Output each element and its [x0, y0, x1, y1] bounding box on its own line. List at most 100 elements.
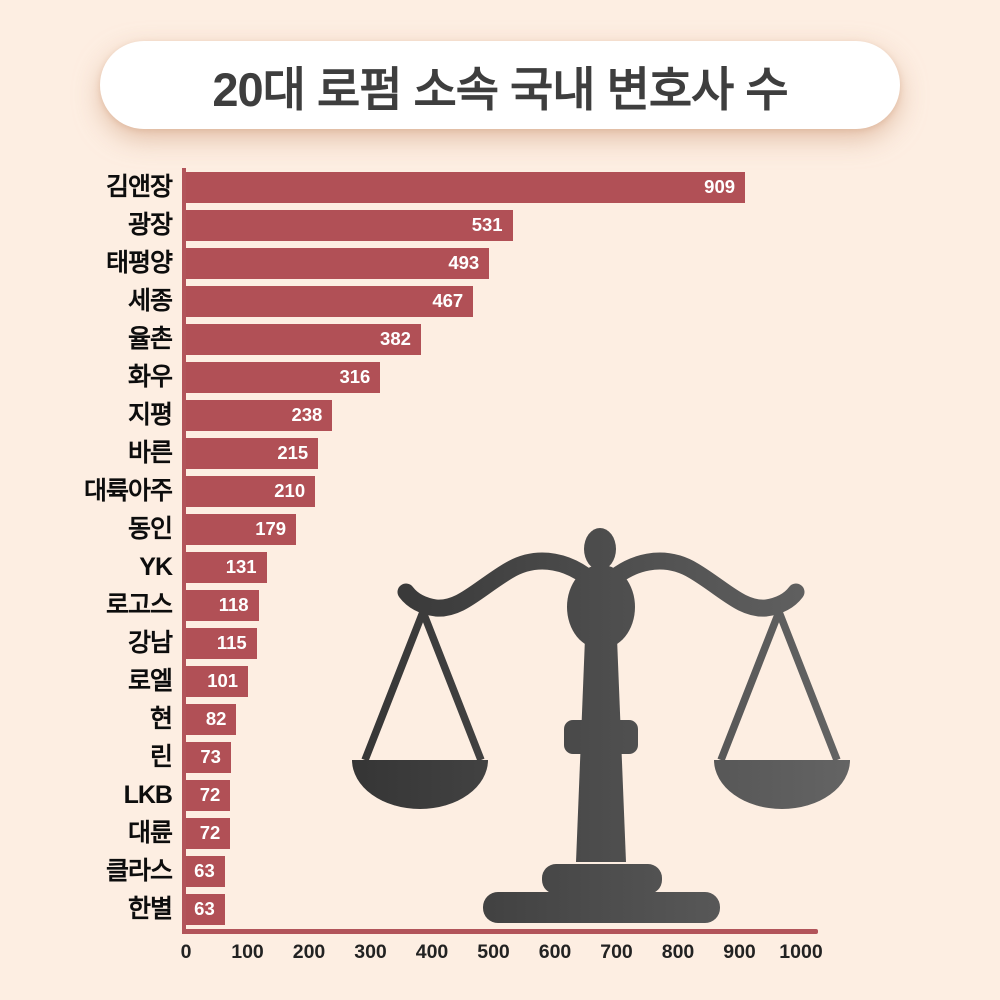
category-label: 대륙아주 — [83, 477, 173, 505]
scale-beam-right — [592, 552, 805, 617]
x-axis-tick-label: 1000 — [779, 941, 823, 963]
bar-row: 동인 179 — [0, 510, 1000, 548]
category-label: 한별 — [127, 895, 173, 923]
bar: 382 — [186, 323, 421, 355]
category-label: 율촌 — [127, 325, 173, 353]
bar-value-label: 909 — [704, 176, 736, 197]
bar-value-label: 63 — [194, 898, 215, 919]
bar: 531 — [186, 209, 513, 241]
bar-row: 바른 215 — [0, 434, 1000, 472]
bar-row: 강남 115 — [0, 624, 1000, 662]
x-axis-tick-label: 400 — [415, 941, 449, 963]
y-axis-line — [182, 168, 186, 934]
scale-finial — [584, 528, 616, 570]
x-axis-tick-label: 300 — [354, 941, 387, 963]
scale-beam-left — [397, 552, 610, 617]
title-pill: 20대 로펌 소속 국내 변호사 수 — [100, 41, 900, 129]
bar-value-label: 215 — [277, 442, 309, 463]
scale-hub — [567, 565, 635, 649]
bar-rows: 김앤장 909 광장 531 태평양 493 세종 467 율촌 382 화우 316 지평 238 바른 2… — [0, 168, 1000, 928]
bar: 72 — [186, 779, 231, 811]
bar-row: 린 73 — [0, 738, 1000, 776]
bar-row: YK 131 — [0, 548, 1000, 586]
category-label: 바른 — [127, 439, 173, 467]
bar-row: 로고스 118 — [0, 586, 1000, 624]
bar-value-label: 467 — [432, 290, 464, 311]
scales-group — [352, 528, 850, 923]
x-axis-tick-label: 900 — [723, 941, 756, 963]
x-axis-tick-label: 500 — [477, 941, 510, 963]
category-label: 강남 — [127, 629, 173, 657]
bar: 82 — [186, 703, 237, 735]
bar-value-label: 63 — [194, 860, 215, 881]
scales-of-justice-illustration — [352, 528, 850, 923]
scale-left-pan — [352, 760, 488, 809]
bar: 131 — [186, 551, 267, 583]
bar: 215 — [186, 437, 319, 469]
bar: 101 — [186, 665, 249, 697]
bar: 63 — [186, 893, 225, 925]
bar-value-label: 101 — [207, 670, 239, 691]
bar-value-label: 118 — [218, 594, 249, 615]
x-axis-tick-label: 600 — [538, 941, 572, 963]
bar-value-label: 73 — [200, 746, 221, 767]
scale-base-lower — [483, 892, 720, 923]
category-label: LKB — [123, 781, 173, 809]
bar-row: 클라스 63 — [0, 852, 1000, 890]
category-label: 로고스 — [105, 591, 173, 619]
bar-row: 대륜 72 — [0, 814, 1000, 852]
category-label: 광장 — [127, 211, 173, 239]
bar-value-label: 72 — [199, 822, 221, 843]
bar-value-label: 316 — [339, 366, 371, 387]
bar-row: 현 82 — [0, 700, 1000, 738]
scale-crossbar — [564, 720, 638, 754]
bar: 316 — [186, 361, 381, 393]
category-label: 김앤장 — [105, 173, 173, 201]
category-label: 세종 — [127, 287, 173, 315]
category-label: 지평 — [127, 401, 173, 429]
bar: 73 — [186, 741, 231, 773]
category-label: YK — [139, 553, 173, 581]
bar: 179 — [186, 513, 297, 545]
bar: 63 — [186, 855, 225, 887]
bar-value-label: 210 — [274, 480, 306, 501]
bar-row: 화우 316 — [0, 358, 1000, 396]
x-axis-tick-label: 800 — [661, 941, 695, 963]
bar-value-label: 82 — [205, 708, 227, 729]
bar-row: 지평 238 — [0, 396, 1000, 434]
bar: 210 — [186, 475, 316, 507]
x-axis-tick-label: 100 — [231, 941, 264, 963]
x-axis-tick-label: 700 — [600, 941, 633, 963]
bar: 493 — [186, 247, 490, 279]
bar-row: 태평양 493 — [0, 244, 1000, 282]
x-axis-tick-label: 0 — [180, 941, 192, 963]
category-label: 현 — [149, 705, 173, 733]
category-label: 대륜 — [127, 819, 173, 847]
bar-value-label: 115 — [216, 632, 247, 653]
page-title: 20대 로펌 소속 국내 변호사 수 — [212, 62, 788, 116]
scale-right-pan — [714, 760, 850, 809]
bar-value-label: 382 — [380, 328, 411, 349]
bar-row: 로엘 101 — [0, 662, 1000, 700]
bar-row: 김앤장 909 — [0, 168, 1000, 206]
bar: 72 — [186, 817, 231, 849]
category-label: 로엘 — [127, 667, 173, 695]
bar: 909 — [186, 171, 746, 203]
category-label: 화우 — [127, 363, 173, 391]
bar-row: 광장 531 — [0, 206, 1000, 244]
x-axis-line — [182, 929, 818, 934]
scale-base-upper — [542, 864, 662, 894]
bar-row: LKB 72 — [0, 776, 1000, 814]
bar-value-label: 493 — [448, 252, 480, 273]
bar-row: 대륙아주 210 — [0, 472, 1000, 510]
bar: 115 — [186, 627, 257, 659]
category-label: 태평양 — [105, 249, 173, 277]
x-axis-tick-label: 200 — [292, 941, 326, 963]
bar: 467 — [186, 285, 474, 317]
scale-right-strings — [717, 610, 841, 762]
bar-row: 율촌 382 — [0, 320, 1000, 358]
bar-value-label: 72 — [199, 784, 221, 805]
bar-value-label: 238 — [291, 404, 323, 425]
